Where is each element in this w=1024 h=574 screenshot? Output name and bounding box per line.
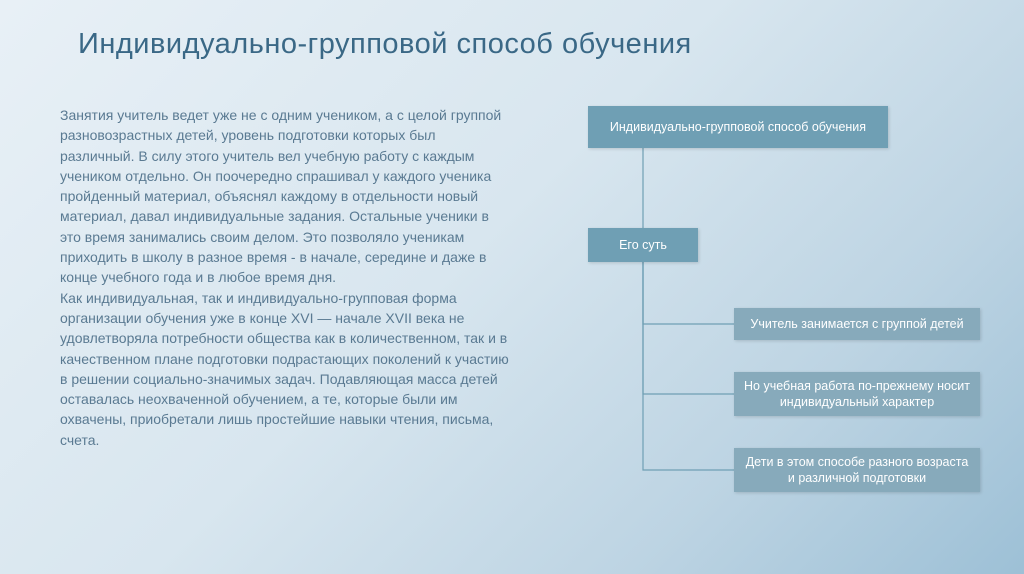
diagram-detail-box: Учитель занимается с группой детей	[734, 308, 980, 340]
diagram-essence-box: Его суть	[588, 228, 698, 262]
body-paragraph: Занятия учитель ведет уже не с одним уче…	[60, 105, 510, 450]
diagram-detail-label: Учитель занимается с группой детей	[750, 316, 963, 332]
diagram-root-box: Индивидуально-групповой способ обучения	[588, 106, 888, 148]
connector-essence-d1	[643, 262, 734, 324]
diagram-detail-box: Дети в этом способе разного возраста и р…	[734, 448, 980, 492]
page-title: Индивидуально-групповой способ обучения	[78, 28, 692, 61]
diagram-detail-label: Но учебная работа по-прежнему носит инди…	[744, 378, 970, 411]
connector-essence-d2	[643, 262, 734, 394]
diagram-detail-box: Но учебная работа по-прежнему носит инди…	[734, 372, 980, 416]
diagram-essence-label: Его суть	[619, 237, 667, 253]
diagram-root-label: Индивидуально-групповой способ обучения	[610, 119, 866, 135]
connector-essence-d3	[643, 262, 734, 470]
diagram-detail-label: Дети в этом способе разного возраста и р…	[744, 454, 970, 487]
